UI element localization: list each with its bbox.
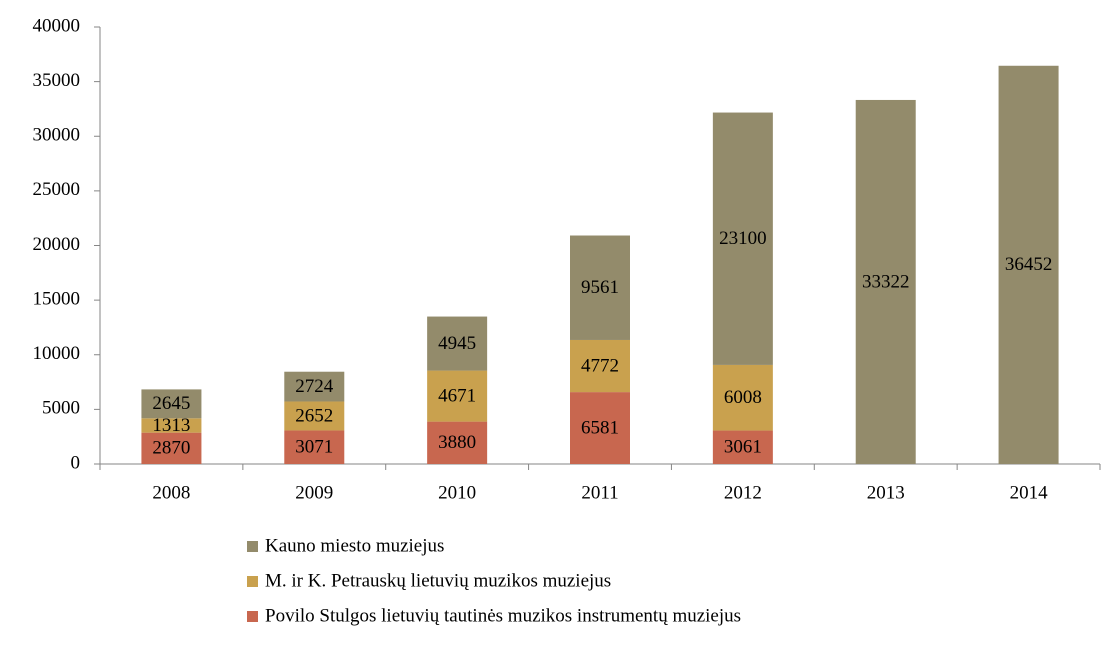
y-tick-label: 35000 [33, 70, 81, 91]
bar-segment [570, 235, 630, 340]
legend-label: M. ir K. Petrauskų lietuvių muzikos muzi… [265, 570, 611, 591]
y-tick-label: 15000 [33, 288, 81, 309]
value-label: 2652 [295, 405, 333, 426]
y-tick-label: 20000 [33, 234, 81, 255]
x-tick-label: 2009 [295, 482, 333, 503]
x-tick-label: 2012 [724, 482, 762, 503]
y-tick-label: 5000 [42, 398, 80, 419]
bar-segment [712, 430, 773, 464]
bar-segment [855, 99, 916, 464]
value-label: 1313 [152, 415, 190, 436]
y-tick-label: 30000 [33, 125, 81, 146]
x-tick-label: 2010 [438, 482, 476, 503]
value-label: 4671 [438, 385, 476, 406]
value-label: 3061 [724, 437, 762, 458]
x-tick-label: 2008 [152, 482, 190, 503]
value-label: 23100 [719, 228, 767, 249]
y-tick-label: 40000 [33, 15, 81, 36]
bar-segment [284, 401, 345, 431]
legend-swatch [247, 576, 258, 587]
x-tick-label: 2013 [867, 482, 905, 503]
bar-segment [141, 432, 202, 464]
bar-segment [712, 112, 773, 365]
value-label: 3071 [295, 437, 333, 458]
bar-segment [141, 418, 202, 433]
value-label: 33322 [862, 271, 910, 292]
bar-segment [570, 392, 630, 464]
y-tick-label: 10000 [33, 343, 81, 364]
value-label: 4772 [581, 355, 619, 376]
legend-swatch [247, 611, 258, 622]
value-label: 36452 [1005, 254, 1053, 275]
legend-swatch [247, 541, 258, 552]
bar-segment [427, 316, 488, 371]
y-tick-label: 0 [71, 452, 81, 473]
bar-segment [712, 364, 773, 431]
value-label: 6008 [724, 387, 762, 408]
bar-segment [284, 371, 345, 402]
bar-segment [998, 65, 1059, 464]
bar-segment [284, 430, 345, 464]
value-label: 2724 [295, 376, 334, 397]
bar-segment [570, 339, 630, 393]
value-label: 2870 [152, 438, 190, 459]
value-label: 9561 [581, 277, 619, 298]
value-label: 3880 [438, 432, 476, 453]
bar-segment [141, 389, 202, 419]
x-tick-label: 2014 [1010, 482, 1049, 503]
bar-segment [427, 421, 488, 464]
x-tick-label: 2011 [581, 482, 618, 503]
y-tick-label: 25000 [33, 179, 81, 200]
value-label: 6581 [581, 417, 619, 438]
legend-label: Povilo Stulgos lietuvių tautinės muzikos… [265, 605, 741, 626]
legend-label: Kauno miesto muziejus [265, 535, 444, 556]
value-label: 2645 [152, 393, 190, 414]
bar-segment [427, 370, 488, 422]
value-label: 4945 [438, 333, 476, 354]
